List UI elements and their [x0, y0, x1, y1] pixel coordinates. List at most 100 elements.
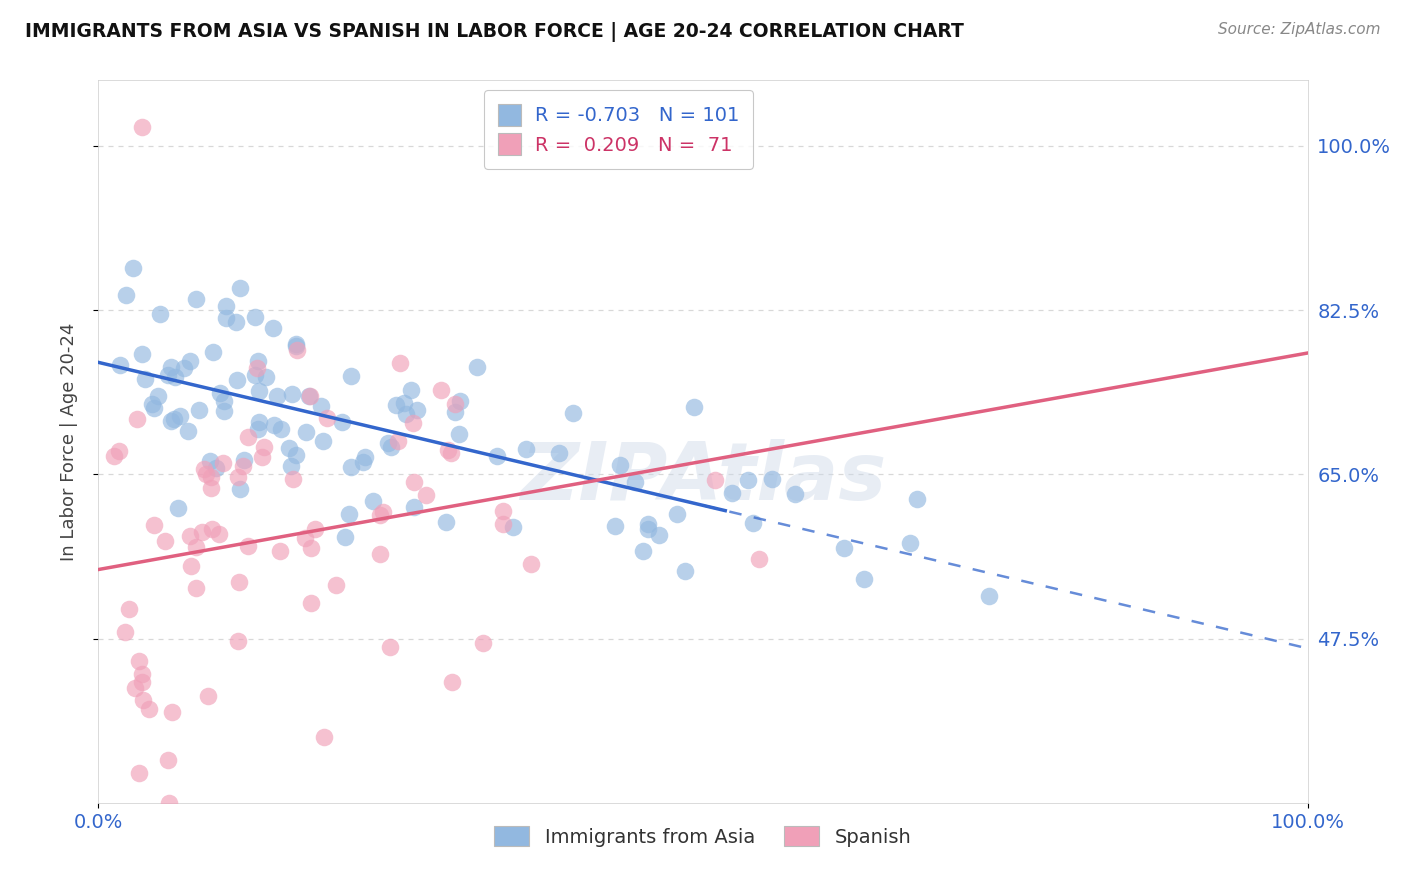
Point [465, 359, 488, 374]
Point [368, 547, 391, 561]
Point [228, 482, 250, 496]
Point [228, 574, 250, 589]
Point [399, 383, 422, 397]
Point [269, 544, 291, 558]
Point [128, 654, 150, 668]
Point [434, 515, 457, 529]
Point [212, 456, 235, 470]
Point [561, 406, 583, 420]
Point [737, 473, 759, 487]
Point [232, 458, 254, 473]
Point [325, 578, 347, 592]
Point [295, 425, 318, 439]
Point [117, 602, 139, 616]
Point [270, 422, 292, 436]
Point [114, 287, 136, 301]
Point [205, 461, 228, 475]
Point [163, 412, 186, 426]
Point [907, 492, 929, 507]
Point [673, 564, 696, 578]
Point [179, 529, 201, 543]
Y-axis label: In Labor Force | Age 20-24: In Labor Force | Age 20-24 [59, 322, 77, 561]
Point [304, 522, 326, 536]
Point [131, 674, 153, 689]
Point [201, 344, 224, 359]
Point [107, 444, 129, 458]
Point [471, 635, 494, 649]
Point [853, 572, 876, 586]
Point [761, 472, 783, 486]
Point [201, 522, 224, 536]
Point [156, 753, 179, 767]
Point [312, 434, 335, 448]
Point [492, 517, 515, 532]
Point [249, 415, 271, 429]
Point [402, 500, 425, 514]
Point [294, 531, 316, 545]
Point [212, 394, 235, 409]
Point [247, 384, 270, 398]
Point [263, 417, 285, 432]
Point [114, 625, 136, 640]
Point [352, 455, 374, 469]
Point [415, 487, 437, 501]
Point [167, 501, 190, 516]
Point [637, 522, 659, 536]
Point [520, 557, 543, 571]
Point [299, 541, 322, 555]
Point [173, 360, 195, 375]
Point [394, 396, 416, 410]
Point [232, 453, 254, 467]
Point [832, 541, 855, 556]
Point [363, 494, 385, 508]
Point [402, 475, 425, 490]
Point [440, 446, 463, 460]
Point [284, 449, 307, 463]
Point [299, 596, 322, 610]
Point [254, 370, 277, 384]
Point [157, 368, 180, 382]
Point [298, 389, 321, 403]
Point [429, 383, 451, 397]
Point [253, 441, 276, 455]
Point [153, 533, 176, 548]
Point [378, 640, 401, 655]
Legend: Immigrants from Asia, Spanish: Immigrants from Asia, Spanish [486, 818, 920, 855]
Point [200, 470, 222, 484]
Point [103, 449, 125, 463]
Point [159, 796, 181, 810]
Point [226, 634, 249, 648]
Point [623, 475, 645, 489]
Point [225, 315, 247, 329]
Point [228, 280, 250, 294]
Point [215, 299, 238, 313]
Point [281, 473, 304, 487]
Point [200, 481, 222, 495]
Point [250, 450, 273, 464]
Point [683, 401, 706, 415]
Text: IMMIGRANTS FROM ASIA VS SPANISH IN LABOR FORCE | AGE 20-24 CORRELATION CHART: IMMIGRANTS FROM ASIA VS SPANISH IN LABOR… [25, 22, 965, 42]
Point [177, 425, 200, 439]
Point [284, 337, 307, 351]
Point [631, 544, 654, 558]
Point [132, 692, 155, 706]
Point [898, 535, 921, 549]
Point [492, 504, 515, 518]
Point [131, 120, 153, 135]
Point [280, 387, 302, 401]
Point [387, 434, 409, 448]
Point [648, 528, 671, 542]
Point [665, 507, 688, 521]
Point [368, 508, 391, 523]
Point [354, 450, 377, 464]
Point [243, 310, 266, 324]
Point [212, 403, 235, 417]
Point [247, 354, 270, 368]
Point [436, 443, 458, 458]
Point [330, 415, 353, 429]
Point [262, 320, 284, 334]
Point [380, 440, 402, 454]
Point [748, 551, 770, 566]
Point [195, 467, 218, 481]
Point [384, 398, 406, 412]
